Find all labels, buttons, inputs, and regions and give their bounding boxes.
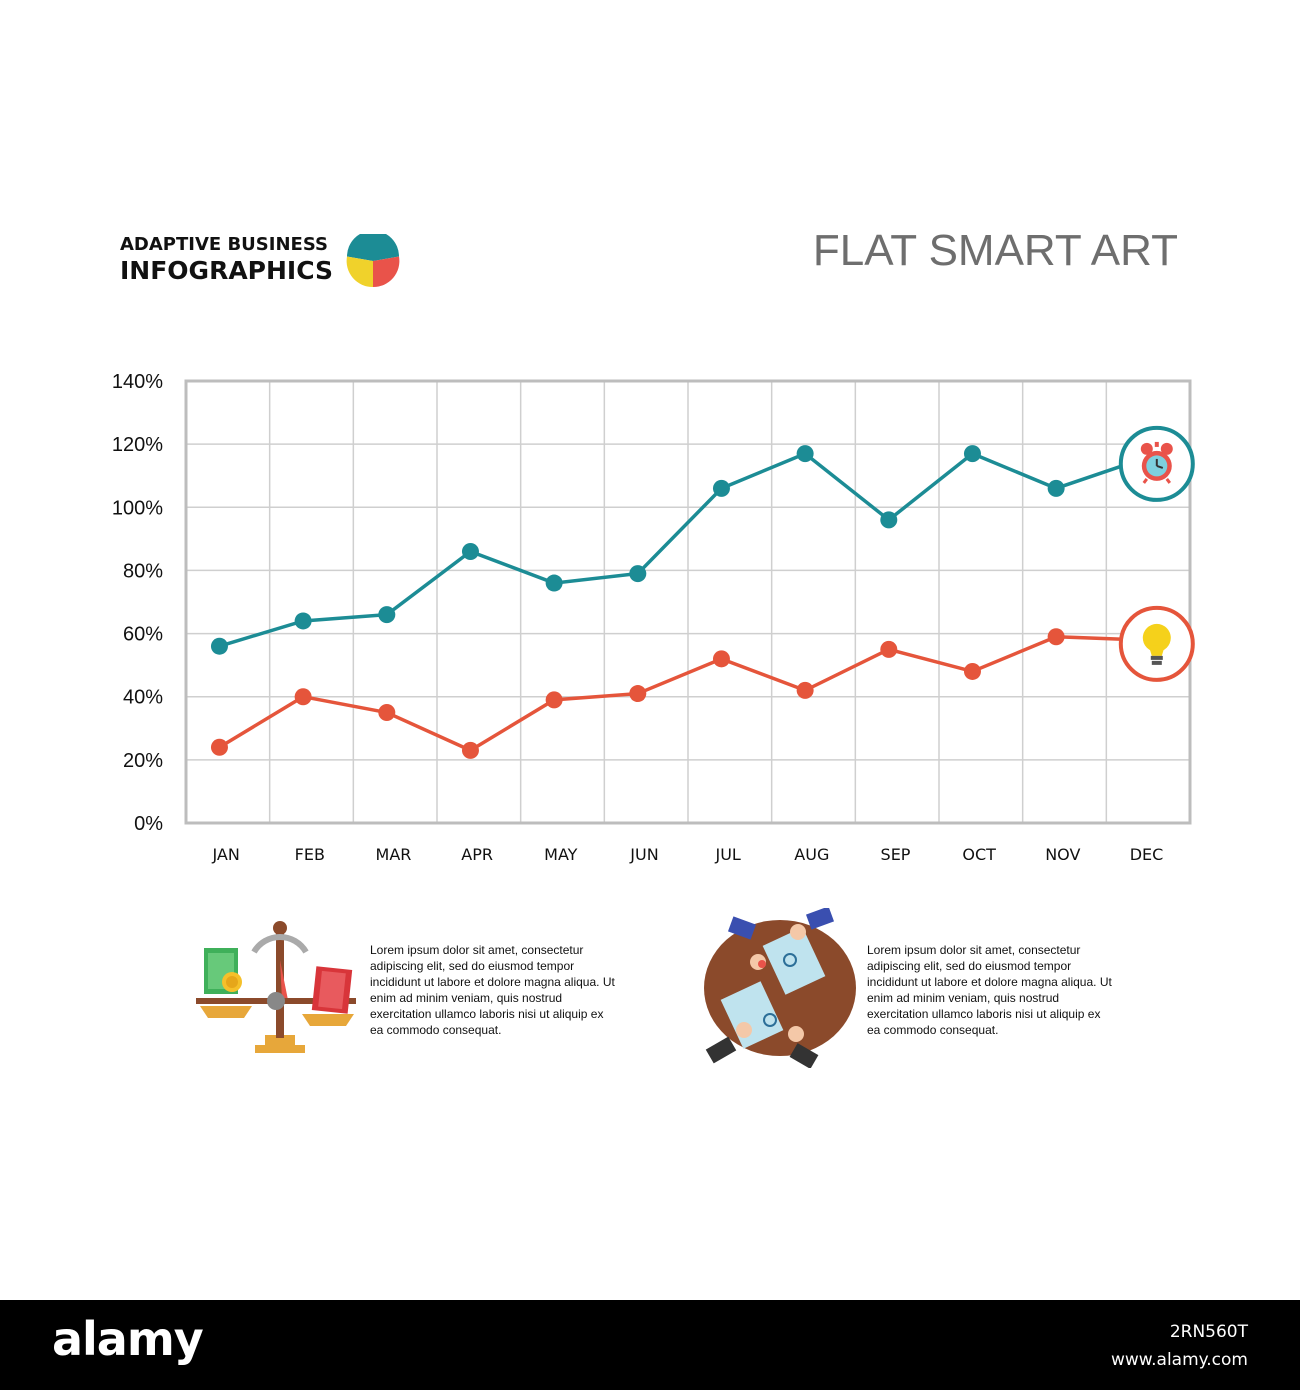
data-point [1047, 479, 1065, 497]
data-point [796, 681, 814, 699]
x-tick-label: SEP [881, 845, 911, 864]
y-tick-label: 80% [123, 560, 163, 582]
series-1 [210, 628, 1140, 759]
light-bulb-icon [1118, 605, 1195, 682]
info-text-1: Lorem ipsum dolor sit amet, consectetur … [370, 943, 615, 1037]
page-title: FLAT SMART ART [812, 226, 1178, 275]
x-tick-label: JUL [714, 845, 740, 864]
line-chart: 0% 20% 40% 60% 80% 100% 120% 140% JAN FEB MAR APR M… [112, 371, 1195, 864]
x-tick-label: JUN [629, 845, 658, 864]
footer: alamy 2RN560T www.alamy.com [0, 1300, 1300, 1390]
data-point [210, 637, 228, 655]
x-tick-label: AUG [794, 845, 829, 864]
business-meeting-icon [704, 908, 856, 1068]
series-line [218, 451, 1141, 648]
y-tick-label: 120% [112, 434, 163, 456]
footer-image-id: 2RN560T [1169, 1322, 1248, 1342]
pie-logo-slice-yellow [346, 256, 373, 288]
y-axis-ticks: 0% 20% 40% 60% 80% 100% 120% 140% [112, 371, 163, 835]
y-tick-label: 100% [112, 497, 163, 519]
grid [184, 379, 1192, 825]
data-point [796, 445, 814, 463]
y-tick-label: 40% [123, 687, 163, 709]
y-tick-label: 20% [123, 750, 163, 772]
x-tick-label: DEC [1130, 845, 1164, 864]
data-point [880, 511, 898, 529]
footer-logo: alamy [52, 1312, 204, 1366]
info-text-2: Lorem ipsum dolor sit amet, consectetur … [867, 943, 1112, 1037]
data-point [461, 542, 479, 560]
x-tick-label: NOV [1045, 845, 1080, 864]
y-tick-label: 60% [123, 624, 163, 646]
pie-logo-slice-teal [347, 234, 399, 261]
footer-url: www.alamy.com [1110, 1350, 1248, 1370]
x-tick-label: FEB [295, 845, 325, 864]
y-tick-label: 0% [134, 813, 163, 835]
series-end-icons [1118, 425, 1195, 682]
data-point [963, 662, 981, 680]
data-point [378, 704, 396, 721]
brand-line2: INFOGRAPHICS [120, 256, 334, 285]
series-line [218, 634, 1140, 753]
x-tick-label: OCT [962, 845, 996, 864]
data-point [880, 640, 898, 658]
x-tick-label: JAN [211, 845, 239, 864]
brand-line1: ADAPTIVE BUSINESS [120, 234, 328, 255]
data-point [629, 565, 647, 583]
pie-logo-slice-red [373, 256, 400, 288]
data-point [294, 688, 312, 706]
x-tick-label: APR [461, 845, 493, 864]
data-point [294, 612, 312, 630]
x-tick-label: MAY [544, 845, 578, 864]
series [210, 445, 1141, 759]
alarm-clock-icon [1118, 425, 1195, 502]
data-point [378, 606, 396, 624]
plot-frame [184, 379, 1192, 825]
data-point [963, 445, 981, 463]
y-tick-label: 140% [112, 371, 163, 393]
x-axis-ticks: JAN FEB MAR APR MAY JUN JUL AUG SEP OCT NOV DEC [211, 845, 1163, 864]
data-point [545, 574, 563, 592]
pie-logo-icon [346, 234, 400, 288]
data-point [210, 738, 228, 756]
data-point [461, 741, 479, 759]
balance-scale-icon [196, 921, 356, 1053]
data-point [712, 479, 730, 497]
series-0 [210, 445, 1141, 655]
data-point [629, 685, 647, 703]
data-point [712, 650, 730, 668]
x-tick-label: MAR [376, 845, 412, 864]
data-point [545, 691, 563, 709]
data-point [1047, 628, 1065, 646]
